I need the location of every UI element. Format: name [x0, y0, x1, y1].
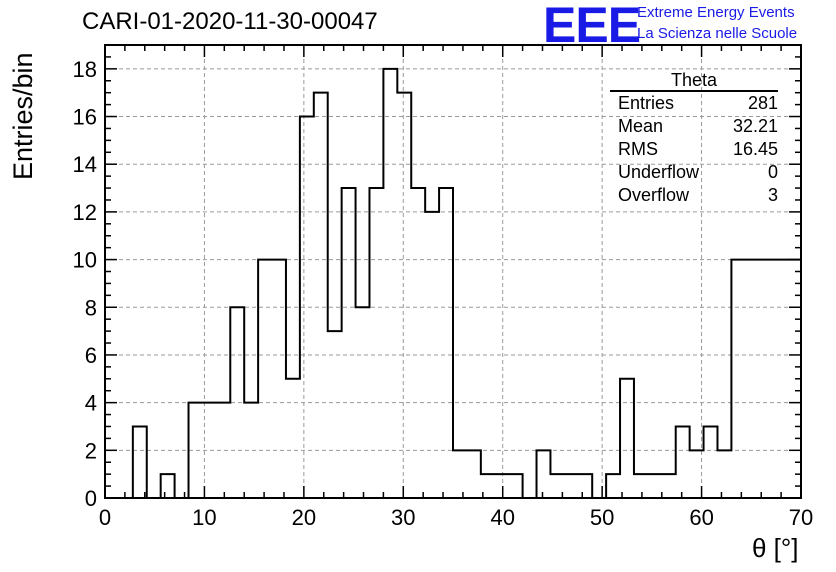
histogram-bin: [230, 307, 244, 498]
y-tick-label: 12: [73, 200, 97, 225]
stats-value: 32.21: [732, 116, 778, 136]
y-tick-label: 4: [85, 391, 97, 416]
logo-line-1: Extreme Energy Events: [637, 4, 795, 21]
histogram-bin: [648, 474, 662, 498]
stats-value: 0: [767, 162, 778, 182]
histogram-bin: [745, 260, 759, 498]
stats-title: Theta: [610, 70, 778, 92]
y-tick-label: 16: [73, 105, 97, 130]
histogram-bin: [300, 117, 314, 498]
histogram-bin: [773, 260, 787, 498]
histogram-bin: [606, 474, 620, 498]
logo-line-2: La Scienza nelle Scuole: [637, 25, 798, 42]
chart-title: CARI-01-2020-11-30-00047: [82, 8, 378, 35]
histogram-bin: [578, 474, 592, 498]
eee-logo: EEE: [543, 0, 641, 53]
histogram-bin: [676, 426, 690, 498]
histogram-bin: [495, 474, 509, 498]
histogram-bin: [759, 260, 773, 498]
y-tick-label: 8: [85, 295, 97, 320]
stats-row-entries: Entries 281: [610, 92, 778, 115]
y-tick-label: 2: [85, 438, 97, 463]
histogram-bin: [314, 93, 328, 498]
histogram-bin: [328, 331, 342, 498]
stats-box: Theta Entries 281 Mean 32.21 RMS 16.45 U…: [610, 70, 778, 207]
stats-row-overflow: Overflow 3: [610, 184, 778, 207]
histogram-bin: [620, 379, 634, 498]
histogram-bin: [662, 474, 676, 498]
histogram-bin: [202, 403, 216, 498]
stats-row-rms: RMS 16.45: [610, 138, 778, 161]
y-tick-label: 14: [73, 152, 97, 177]
x-tick-label: 30: [391, 505, 415, 530]
y-axis-label: Entries/bin: [8, 52, 38, 180]
histogram-bin: [467, 450, 481, 498]
histogram-bin: [342, 188, 356, 498]
histogram-bin: [244, 403, 258, 498]
stats-value: 281: [747, 93, 778, 113]
stats-label: RMS: [618, 139, 658, 159]
y-tick-label: 0: [85, 486, 97, 511]
histogram-bin: [509, 474, 523, 498]
histogram-bin: [133, 426, 147, 498]
x-tick-label: 60: [689, 505, 713, 530]
x-tick-label: 10: [192, 505, 216, 530]
histogram-bin: [397, 93, 411, 498]
histogram-bin: [564, 474, 578, 498]
stats-label: Entries: [618, 93, 675, 113]
stats-row-mean: Mean 32.21: [610, 115, 778, 138]
histogram-bin: [216, 403, 230, 498]
histogram-bin: [272, 260, 286, 498]
stats-label: Overflow: [618, 185, 690, 205]
stats-value: 16.45: [732, 139, 778, 159]
y-tick-label: 18: [73, 57, 97, 82]
histogram-bin: [704, 426, 718, 498]
x-tick-label: 40: [490, 505, 514, 530]
x-tick-label: 0: [99, 505, 111, 530]
histogram-bin: [731, 260, 745, 498]
histogram-bin: [717, 450, 731, 498]
histogram-bin: [634, 474, 648, 498]
histogram-bin: [356, 307, 370, 498]
stats-value: 3: [767, 185, 778, 205]
x-tick-label: 70: [789, 505, 813, 530]
histogram-bin: [453, 450, 467, 498]
y-tick-label: 6: [85, 343, 97, 368]
histogram-bin: [189, 403, 203, 498]
histogram-outline: [105, 67, 802, 499]
histogram-bin: [439, 188, 453, 498]
histogram-bin: [425, 212, 439, 498]
histogram-bin: [369, 188, 383, 498]
histogram-bin: [258, 260, 272, 498]
x-tick-label: 50: [590, 505, 614, 530]
stats-label: Underflow: [618, 162, 700, 182]
stats-row-underflow: Underflow 0: [610, 161, 778, 184]
y-tick-label: 10: [73, 248, 97, 273]
x-axis-label: θ [°]: [752, 533, 799, 563]
histogram-bin: [286, 379, 300, 498]
histogram-bin: [537, 450, 551, 498]
histogram-bin: [383, 69, 397, 498]
histogram-bin: [161, 474, 175, 498]
histogram-bin: [411, 188, 425, 498]
x-tick-label: 20: [292, 505, 316, 530]
stats-label: Mean: [618, 116, 664, 136]
